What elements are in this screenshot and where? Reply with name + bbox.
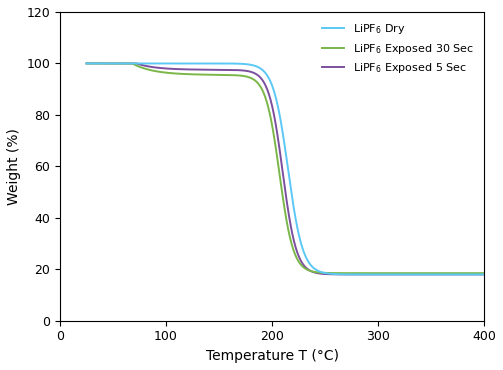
LiPF$_6$ Exposed 30 Sec [380, 271, 386, 275]
LiPF$_6$ Exposed 30 Sec [410, 271, 416, 275]
LiPF$_6$ Exposed 5 Sec [156, 65, 162, 70]
LiPF$_6$ Exposed 30 Sec [83, 61, 90, 65]
LiPF$_6$ Exposed 30 Sec [342, 271, 348, 275]
LiPF$_6$ Exposed 5 Sec [235, 68, 241, 73]
LiPF$_6$ Dry [322, 271, 328, 275]
Line: LiPF$_6$ Exposed 30 Sec: LiPF$_6$ Exposed 30 Sec [87, 63, 484, 273]
Line: LiPF$_6$ Exposed 5 Sec: LiPF$_6$ Exposed 5 Sec [87, 63, 484, 275]
LiPF$_6$ Exposed 5 Sec [322, 272, 328, 276]
LiPF$_6$ Dry [83, 61, 90, 65]
LiPF$_6$ Dry [481, 272, 487, 277]
Y-axis label: Weight (%): Weight (%) [7, 128, 21, 205]
LiPF$_6$ Exposed 5 Sec [410, 272, 416, 277]
LiPF$_6$ Dry [156, 61, 162, 65]
Legend: LiPF$_6$ Dry, LiPF$_6$ Exposed 30 Sec, LiPF$_6$ Exposed 5 Sec: LiPF$_6$ Dry, LiPF$_6$ Exposed 30 Sec, L… [317, 17, 478, 80]
LiPF$_6$ Dry [235, 61, 241, 66]
LiPF$_6$ Exposed 5 Sec [380, 272, 386, 277]
LiPF$_6$ Dry [410, 272, 416, 277]
LiPF$_6$ Exposed 30 Sec [322, 271, 328, 275]
LiPF$_6$ Exposed 5 Sec [83, 61, 90, 65]
Line: LiPF$_6$ Dry: LiPF$_6$ Dry [87, 63, 484, 275]
LiPF$_6$ Exposed 30 Sec [481, 271, 487, 275]
LiPF$_6$ Dry [380, 272, 386, 277]
X-axis label: Temperature Τ (°C): Temperature Τ (°C) [206, 349, 339, 363]
LiPF$_6$ Dry [342, 272, 348, 277]
LiPF$_6$ Exposed 5 Sec [342, 272, 348, 277]
LiPF$_6$ Exposed 5 Sec [481, 272, 487, 277]
LiPF$_6$ Exposed 30 Sec [235, 73, 241, 78]
LiPF$_6$ Exposed 30 Sec [156, 70, 162, 74]
